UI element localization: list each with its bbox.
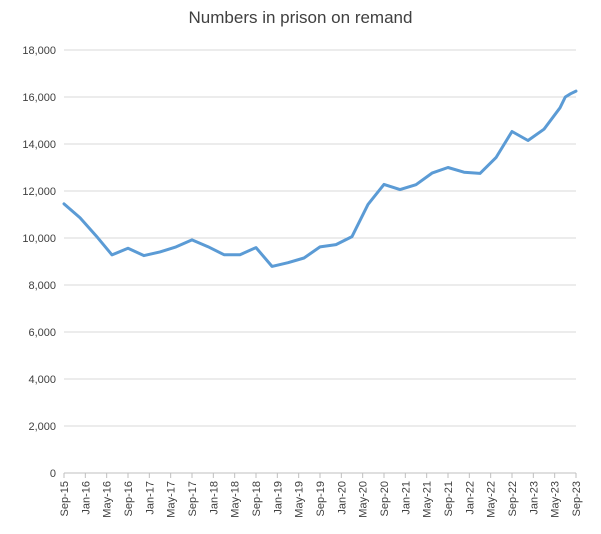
x-tick-label: May-17 xyxy=(166,481,178,518)
series-line xyxy=(62,89,578,268)
x-tick-label: Jan-19 xyxy=(272,481,284,515)
y-tick-label: 10,000 xyxy=(22,233,56,245)
x-tick-label: Sep-15 xyxy=(59,481,71,516)
x-tick-label: Sep-19 xyxy=(315,481,327,516)
x-tick-label: Sep-16 xyxy=(123,481,135,516)
x-tick-label: May-21 xyxy=(422,481,434,518)
y-tick-label: 8,000 xyxy=(28,280,56,292)
x-tick-label: May-22 xyxy=(486,481,498,518)
y-tick-label: 2,000 xyxy=(28,421,56,433)
x-tick-label: May-19 xyxy=(294,481,306,518)
x-tick-label: May-16 xyxy=(102,481,114,518)
x-tick-label: Jan-16 xyxy=(80,481,92,515)
x-tick-label: Jan-17 xyxy=(144,481,156,515)
x-tick-label: May-23 xyxy=(550,481,562,518)
x-tick-label: Jan-22 xyxy=(464,481,476,515)
x-tick-label: Sep-17 xyxy=(187,481,199,516)
x-tick-label: May-20 xyxy=(358,481,370,518)
y-tick-label: 6,000 xyxy=(28,327,56,339)
y-tick-label: 18,000 xyxy=(22,45,56,57)
y-tick-label: 14,000 xyxy=(22,139,56,151)
x-tick-label: Jan-18 xyxy=(208,481,220,515)
x-tick-label: Sep-20 xyxy=(379,481,391,516)
x-tick-label: Jan-21 xyxy=(400,481,412,515)
y-tick-label: 16,000 xyxy=(22,92,56,104)
chart-title: Numbers in prison on remand xyxy=(188,8,413,27)
y-tick-label: 0 xyxy=(50,468,56,480)
y-tick-label: 4,000 xyxy=(28,374,56,386)
x-tick-label: Sep-22 xyxy=(507,481,519,516)
x-tick-label: Sep-18 xyxy=(251,481,263,516)
x-tick-label: Sep-23 xyxy=(571,481,583,516)
x-tick-label: May-18 xyxy=(230,481,242,518)
x-tick-label: Jan-23 xyxy=(528,481,540,515)
x-tick-label: Jan-20 xyxy=(336,481,348,515)
y-tick-label: 12,000 xyxy=(22,186,56,198)
x-tick-label: Sep-21 xyxy=(443,481,455,516)
